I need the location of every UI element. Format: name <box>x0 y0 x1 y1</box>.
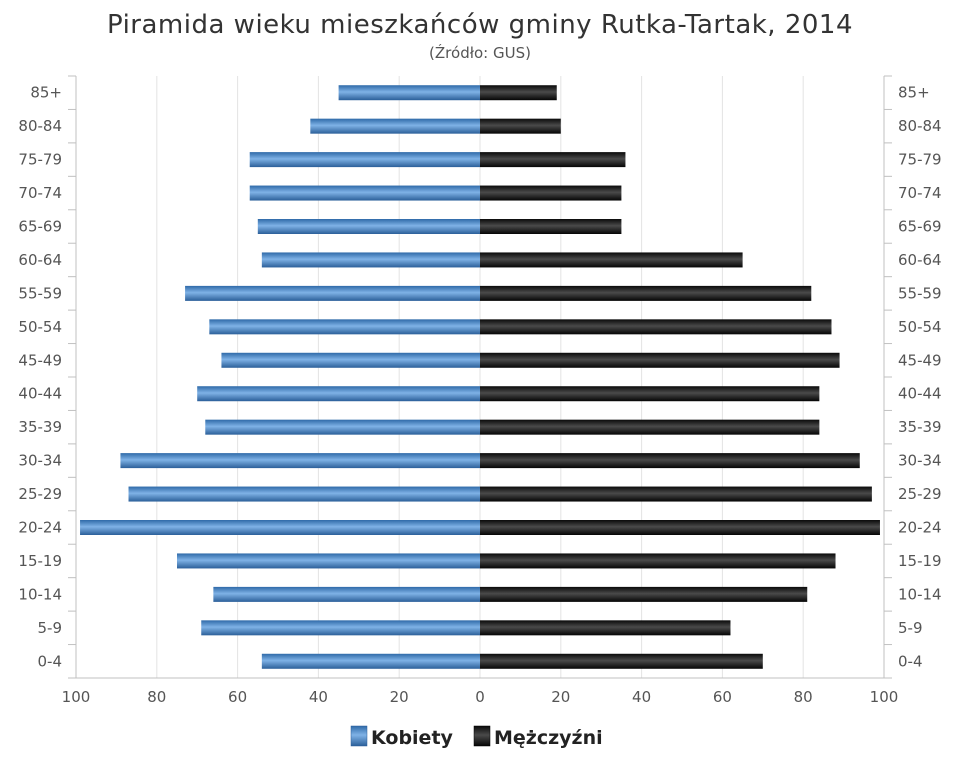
y-tick-label-left: 25-29 <box>18 485 62 503</box>
bar-male[interactable] <box>480 118 561 134</box>
bar-female[interactable] <box>177 553 480 569</box>
bar-female[interactable] <box>120 453 480 469</box>
x-tick-label: 100 <box>62 688 91 706</box>
y-tick-label-left: 20-24 <box>18 519 62 537</box>
bar-male[interactable] <box>480 285 812 301</box>
legend: Kobiety Mężczyźni <box>350 725 603 749</box>
bar-female[interactable] <box>257 219 480 234</box>
bar-male[interactable] <box>480 586 808 602</box>
y-tick-label-left: 70-74 <box>18 184 62 202</box>
bar-female[interactable] <box>261 252 480 268</box>
y-tick-label-right: 55-59 <box>898 284 942 302</box>
y-tick-label-right: 60-64 <box>898 251 942 269</box>
bar-male[interactable] <box>480 352 840 368</box>
y-tick-label-left: 55-59 <box>18 284 62 302</box>
y-tick-label-right: 35-39 <box>898 418 942 436</box>
bar-male[interactable] <box>480 620 731 636</box>
bar-female[interactable] <box>249 185 480 201</box>
y-tick-label-right: 5-9 <box>898 619 923 637</box>
y-tick-label-left: 5-9 <box>38 619 63 637</box>
y-tick-label-left: 35-39 <box>18 418 62 436</box>
y-tick-label-left: 75-79 <box>18 151 62 169</box>
y-tick-label-left: 15-19 <box>18 552 62 570</box>
bar-male[interactable] <box>480 185 622 201</box>
x-tick-label: 20 <box>390 688 409 706</box>
plot-area: 100 80 60 40 20 0 20 40 60 80 100 85+ 85+ 80-84 80-84 7… <box>18 75 942 706</box>
y-tick-label-right: 80-84 <box>898 117 942 135</box>
bar-male[interactable] <box>480 553 836 569</box>
y-tick-label-right: 0-4 <box>898 652 923 670</box>
y-tick-label-right: 20-24 <box>898 519 942 537</box>
bar-female[interactable] <box>80 520 480 535</box>
x-tick-label: 100 <box>870 688 899 706</box>
bar-female[interactable] <box>128 486 480 502</box>
y-tick-label-right: 50-54 <box>898 318 942 336</box>
bar-male[interactable] <box>480 252 743 268</box>
bar-male[interactable] <box>480 386 820 402</box>
bar-male[interactable] <box>480 152 626 168</box>
x-tick-label: 80 <box>147 688 166 706</box>
x-tick-label: 80 <box>794 688 813 706</box>
y-tick-label-left: 85+ <box>30 84 62 102</box>
bar-female[interactable] <box>197 386 480 402</box>
y-tick-label-left: 40-44 <box>18 385 62 403</box>
x-tick-label: 40 <box>632 688 651 706</box>
bar-female[interactable] <box>261 653 480 669</box>
y-tick-label-left: 60-64 <box>18 251 62 269</box>
y-tick-label-right: 45-49 <box>898 351 942 369</box>
bar-male[interactable] <box>480 653 763 669</box>
legend-swatch[interactable] <box>473 725 491 747</box>
y-tick-label-left: 30-34 <box>18 452 62 470</box>
y-tick-label-right: 15-19 <box>898 552 942 570</box>
chart-title: Piramida wieku mieszkańców gminy Rutka-T… <box>107 10 853 40</box>
x-tick-label: 60 <box>228 688 247 706</box>
x-tick-label: 40 <box>309 688 328 706</box>
y-tick-label-right: 30-34 <box>898 452 942 470</box>
bar-female[interactable] <box>209 319 480 335</box>
y-tick-label-left: 50-54 <box>18 318 62 336</box>
y-tick-label-right: 65-69 <box>898 218 942 236</box>
x-tick-label: 20 <box>551 688 570 706</box>
legend-swatch[interactable] <box>350 725 368 747</box>
x-tick-label: 60 <box>713 688 732 706</box>
y-tick-label-left: 80-84 <box>18 117 62 135</box>
y-tick-label-right: 40-44 <box>898 385 942 403</box>
bar-female[interactable] <box>249 152 480 168</box>
bar-male[interactable] <box>480 453 860 469</box>
bar-female[interactable] <box>310 118 480 134</box>
bar-male[interactable] <box>480 85 557 101</box>
bar-male[interactable] <box>480 219 622 234</box>
y-tick-label-right: 75-79 <box>898 151 942 169</box>
x-tick-label: 0 <box>475 688 485 706</box>
legend-label[interactable]: Kobiety <box>371 727 454 749</box>
bar-female[interactable] <box>338 85 480 101</box>
y-tick-label-left: 65-69 <box>18 218 62 236</box>
y-tick-label-right: 25-29 <box>898 485 942 503</box>
bar-male[interactable] <box>480 319 832 335</box>
legend-label[interactable]: Mężczyźni <box>494 727 603 749</box>
bar-female[interactable] <box>185 285 480 301</box>
chart-subtitle: (Źródło: GUS) <box>429 43 531 62</box>
bar-male[interactable] <box>480 419 820 435</box>
bar-female[interactable] <box>221 352 480 368</box>
y-tick-label-right: 10-14 <box>898 585 942 603</box>
bar-female[interactable] <box>205 419 480 435</box>
bar-female[interactable] <box>201 620 481 636</box>
y-tick-label-left: 0-4 <box>38 652 63 670</box>
y-tick-label-left: 10-14 <box>18 585 62 603</box>
bar-male[interactable] <box>480 486 872 502</box>
y-tick-label-left: 45-49 <box>18 351 62 369</box>
y-tick-label-right: 85+ <box>898 84 930 102</box>
bar-female[interactable] <box>213 586 481 602</box>
y-tick-label-right: 70-74 <box>898 184 942 202</box>
bar-male[interactable] <box>480 520 880 535</box>
